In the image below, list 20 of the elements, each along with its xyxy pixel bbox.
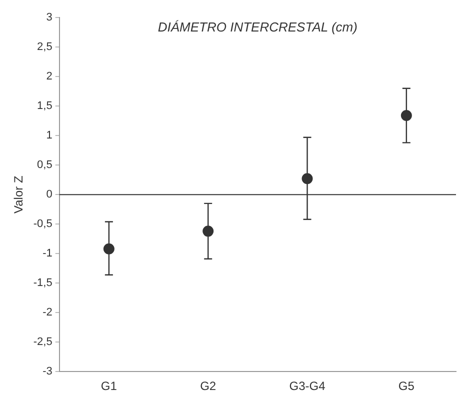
- y-tick-label: -1: [42, 248, 52, 260]
- y-tick-label: 2: [46, 70, 52, 83]
- y-tick-label: -2,5: [33, 336, 52, 348]
- y-tick-label: -2: [42, 306, 52, 319]
- y-tick-label: -1,5: [33, 277, 52, 290]
- y-tick-label: -3: [42, 366, 52, 378]
- x-tick-label: G2: [200, 379, 216, 394]
- x-tick-label: G5: [398, 379, 415, 394]
- y-tick-label: 1: [46, 130, 52, 142]
- y-tick-label: 0,5: [37, 159, 52, 172]
- x-tick-label: G3-G4: [289, 379, 326, 394]
- chart-title: DIÁMETRO INTERCRESTAL (cm): [158, 20, 358, 35]
- y-axis-title: Valor Z: [12, 176, 26, 214]
- y-tick-label: 0: [46, 188, 52, 201]
- x-tick-label: G1: [100, 379, 118, 394]
- y-tick-label: 3: [46, 12, 52, 24]
- y-tick-label: 2,5: [37, 41, 52, 54]
- y-tick-label: 1,5: [37, 100, 52, 112]
- y-tick-label: -0,5: [33, 218, 52, 230]
- point: [400, 110, 412, 122]
